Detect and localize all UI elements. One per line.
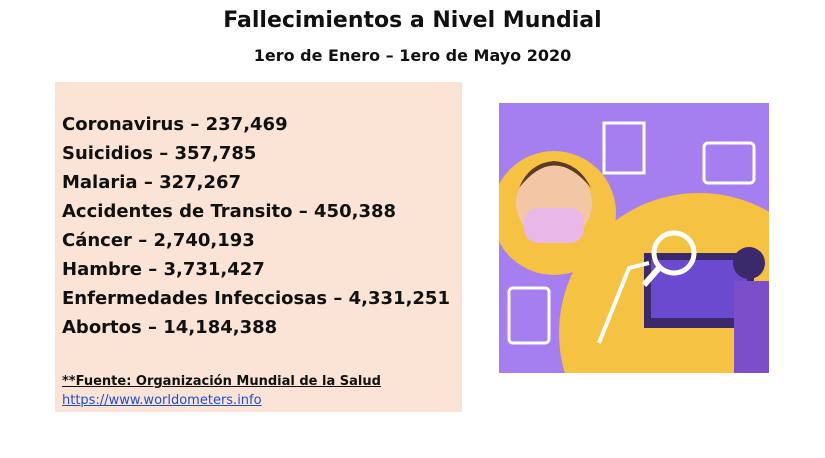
list-item: Suicidios – 357,785 [62,143,257,164]
death-list: Coronavirus – 237,469 Suicidios – 357,785… [62,110,450,342]
illustration [499,103,769,373]
list-item: Malaria – 327,267 [62,172,242,193]
list-item: Enfermedades Infecciosas – 4,331,251 [62,288,450,309]
subtitle: 1ero de Enero – 1ero de Mayo 2020 [253,46,572,65]
list-item: Coronavirus – 237,469 [62,114,288,135]
list-item: Hambre – 3,731,427 [62,259,265,280]
source-link[interactable]: https://www.worldometers.info [62,393,262,408]
title: Fallecimientos a Nivel Mundial [223,8,602,33]
info-box [55,82,462,412]
source: **Fuente: Organización Mundial de la Sal… [62,374,381,389]
list-item: Cáncer – 2,740,193 [62,230,255,251]
list-item: Abortos – 14,184,388 [62,317,278,338]
list-item: Accidentes de Transito – 450,388 [62,201,397,222]
